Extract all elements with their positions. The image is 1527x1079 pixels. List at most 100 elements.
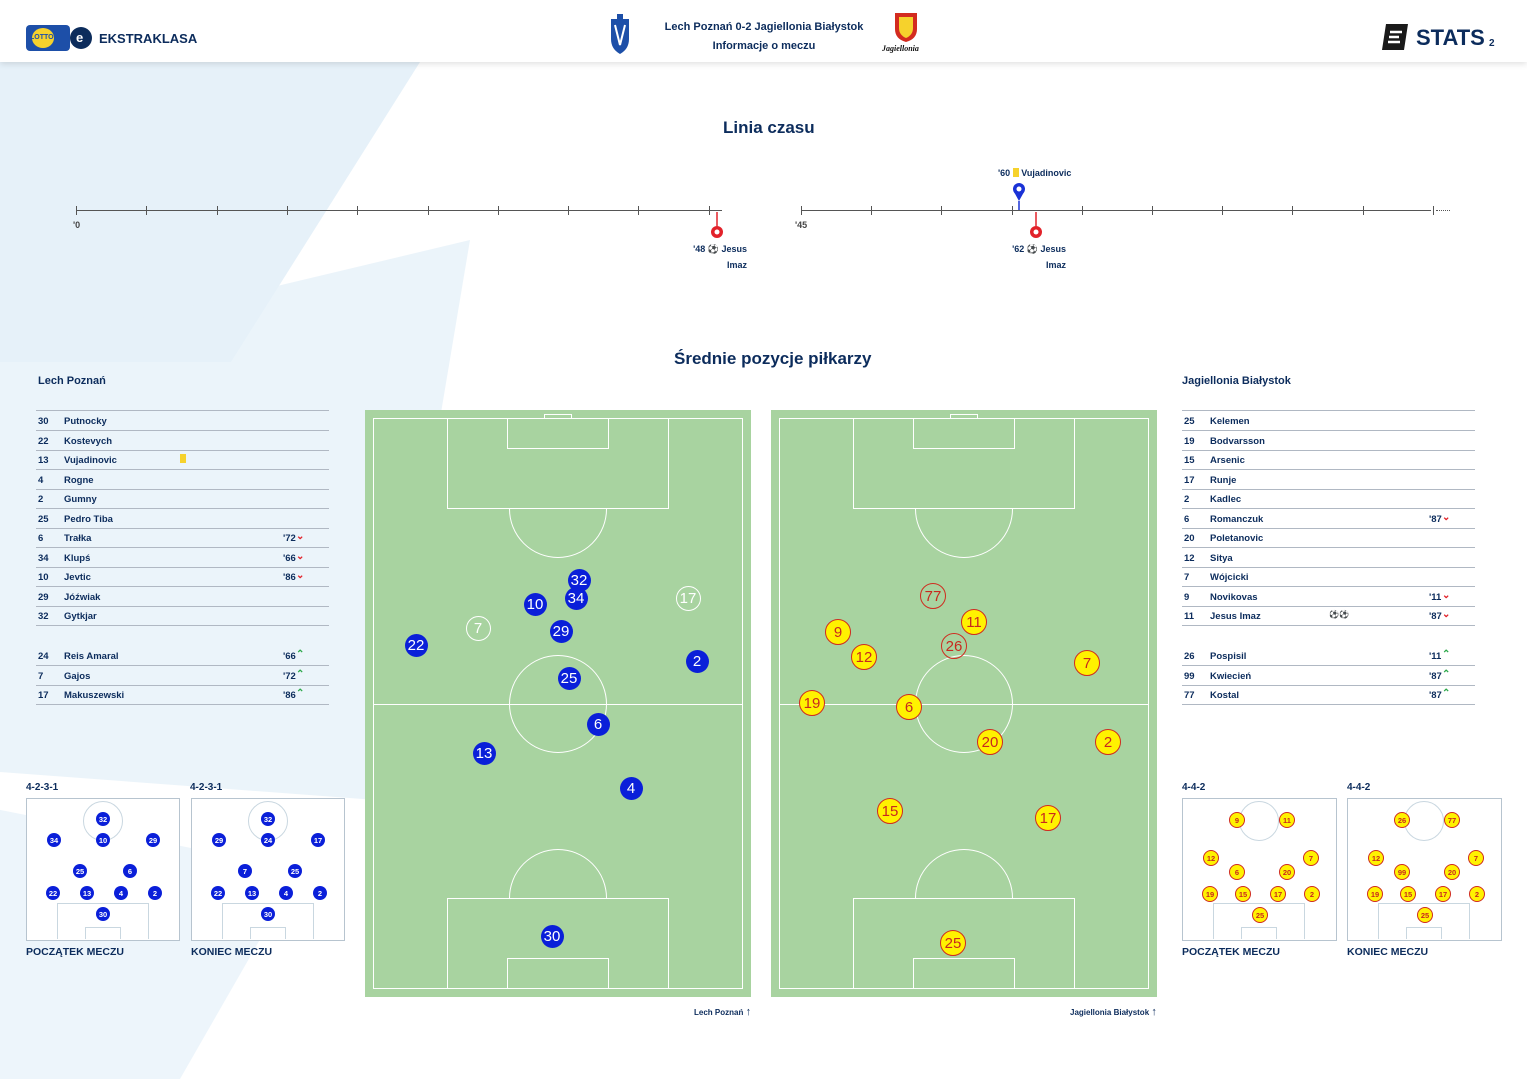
- mini-player-marker: 32: [261, 812, 275, 826]
- away-formation-end: 4-4-2: [1347, 782, 1371, 793]
- mini-player-marker: 7: [1303, 850, 1319, 866]
- player-position-marker[interactable]: 7: [1074, 650, 1100, 676]
- home-end-caption: KONIEC MECZU: [191, 946, 273, 958]
- substitution-minute: '66: [283, 552, 296, 564]
- home-lineup-divider: [36, 410, 329, 411]
- player-position-marker[interactable]: 7: [465, 615, 491, 641]
- yellow-card-icon: [1012, 168, 1019, 177]
- player-position-marker[interactable]: 26: [941, 633, 967, 659]
- page-number: 2: [1489, 38, 1495, 49]
- lineup-row[interactable]: 99 Kwiecień '87 ⌃: [1182, 666, 1475, 686]
- player-position-marker[interactable]: 4: [619, 776, 643, 800]
- timeline-first-half: [76, 210, 722, 211]
- player-position-marker[interactable]: 6: [586, 712, 610, 736]
- player-number: 12: [1184, 552, 1195, 564]
- mini-player-marker: 4: [114, 886, 128, 900]
- player-position-marker[interactable]: 25: [940, 930, 966, 956]
- lineup-row[interactable]: 19 Bodvarsson: [1182, 431, 1475, 451]
- player-position-marker[interactable]: 32: [567, 568, 591, 592]
- lineup-row[interactable]: 2 Kadlec: [1182, 489, 1475, 509]
- player-position-marker[interactable]: 10: [523, 592, 547, 616]
- player-number: 15: [1184, 455, 1195, 466]
- player-position-marker[interactable]: 30: [540, 924, 564, 948]
- timeline-tick: [76, 206, 77, 215]
- timeline-tick: [1222, 206, 1224, 215]
- player-position-marker[interactable]: 15: [877, 798, 903, 824]
- lineup-row[interactable]: 4 Rogne: [36, 470, 329, 490]
- lineup-row[interactable]: 11 Jesus Imaz ⚽⚽ '87 ⌄: [1182, 606, 1475, 626]
- player-position-marker[interactable]: 9: [825, 619, 851, 645]
- lineup-row[interactable]: 34 Klupś '66 ⌄: [36, 548, 329, 568]
- event-minute: '48: [693, 244, 706, 254]
- mini-player-marker: 26: [1394, 812, 1410, 828]
- lineup-row[interactable]: 25 Kelemen: [1182, 411, 1475, 431]
- lineup-row[interactable]: 20 Poletanovic: [1182, 528, 1475, 548]
- player-name: Romanczuk: [1210, 513, 1264, 525]
- player-position-marker[interactable]: 2: [1095, 729, 1121, 755]
- player-number: 29: [38, 591, 49, 603]
- player-position-marker[interactable]: 13: [472, 741, 496, 765]
- card-pin-icon[interactable]: [1011, 181, 1027, 216]
- lineup-row[interactable]: 6 Trałka '72 ⌄: [36, 528, 329, 548]
- lineup-row[interactable]: 25 Pedro Tiba: [36, 509, 329, 529]
- jagiellonia-crest-text: Jagiellonia: [882, 44, 919, 53]
- mini-player-marker: 25: [1252, 907, 1268, 923]
- player-position-marker[interactable]: 11: [961, 609, 987, 635]
- player-position-marker[interactable]: 12: [851, 644, 877, 670]
- lineup-row[interactable]: 77 Kostal '87 ⌃: [1182, 685, 1475, 705]
- player-position-marker[interactable]: 25: [557, 666, 581, 690]
- player-number: 26: [1184, 651, 1195, 662]
- goal-pin-icon[interactable]: [709, 212, 725, 245]
- mini-goal-area: [85, 927, 121, 939]
- goal-pin-icon[interactable]: [1028, 212, 1044, 245]
- player-position-marker[interactable]: 22: [404, 633, 428, 657]
- lineup-row[interactable]: 29 Jóźwiak: [36, 587, 329, 607]
- lineup-row[interactable]: 7 Wójcicki: [1182, 567, 1475, 587]
- lineup-row[interactable]: 9 Novikovas '11 ⌄: [1182, 587, 1475, 607]
- lech-crest-icon: [609, 13, 631, 55]
- player-position-marker[interactable]: 20: [977, 729, 1003, 755]
- player-name: Klupś: [64, 552, 91, 564]
- lineup-row[interactable]: 12 Sitya: [1182, 548, 1475, 568]
- player-position-marker[interactable]: 77: [920, 583, 946, 609]
- mini-player-marker: 13: [245, 886, 259, 900]
- player-position-marker[interactable]: 34: [564, 586, 588, 610]
- lineup-row[interactable]: 10 Jevtic '86 ⌄: [36, 567, 329, 587]
- mini-player-marker: 19: [1202, 886, 1218, 902]
- lineup-row[interactable]: 22 Kostevych: [36, 431, 329, 451]
- mini-player-marker: 17: [311, 833, 325, 847]
- player-name: Pedro Tiba: [64, 513, 113, 525]
- player-number: 6: [38, 533, 44, 544]
- lineup-row[interactable]: 17 Runje: [1182, 470, 1475, 490]
- player-position-marker[interactable]: 19: [799, 690, 825, 716]
- lineup-row[interactable]: 7 Gajos '72 ⌃: [36, 666, 329, 686]
- lineup-row[interactable]: 26 Pospisil '11 ⌃: [1182, 646, 1475, 666]
- sub-out-arrow-icon: ⌄: [296, 550, 305, 562]
- player-number: 77: [1184, 690, 1195, 701]
- lineup-row[interactable]: 15 Arsenic: [1182, 450, 1475, 470]
- player-position-marker[interactable]: 17: [1035, 805, 1061, 831]
- lineup-row[interactable]: 6 Romanczuk '87 ⌄: [1182, 509, 1475, 529]
- player-position-marker[interactable]: 6: [896, 694, 922, 720]
- timeline-event: '48 ⚽ Jesus Imaz: [693, 241, 747, 273]
- page-header: LOTTO e EKSTRAKLASA Lech Poznań 0-2 Jagi…: [0, 0, 1527, 62]
- timeline-second-half: [801, 210, 1449, 211]
- player-number: 13: [38, 455, 49, 466]
- player-position-marker[interactable]: 17: [675, 585, 701, 611]
- mini-player-marker: 25: [288, 864, 302, 878]
- player-name: Bodvarsson: [1210, 435, 1265, 447]
- player-position-marker[interactable]: 29: [549, 619, 573, 643]
- lineup-row[interactable]: 13 Vujadinovic: [36, 450, 329, 470]
- player-position-marker[interactable]: 2: [685, 649, 709, 673]
- lineup-row[interactable]: 30 Putnocky: [36, 411, 329, 431]
- mini-player-marker: 22: [211, 886, 225, 900]
- lineup-row[interactable]: 17 Makuszewski '86 ⌃: [36, 685, 329, 705]
- mini-penalty-area: [222, 903, 314, 939]
- stats-brand: STATS: [1416, 25, 1485, 50]
- away-formation-start: 4-4-2: [1182, 782, 1206, 793]
- lineup-row[interactable]: 24 Reis Amaral '66 ⌃: [36, 646, 329, 666]
- lineup-row[interactable]: 2 Gumny: [36, 489, 329, 509]
- lineup-row[interactable]: 32 Gytkjar: [36, 606, 329, 626]
- stats-e-icon: [1378, 23, 1412, 51]
- substitution-minute: '72: [283, 533, 296, 544]
